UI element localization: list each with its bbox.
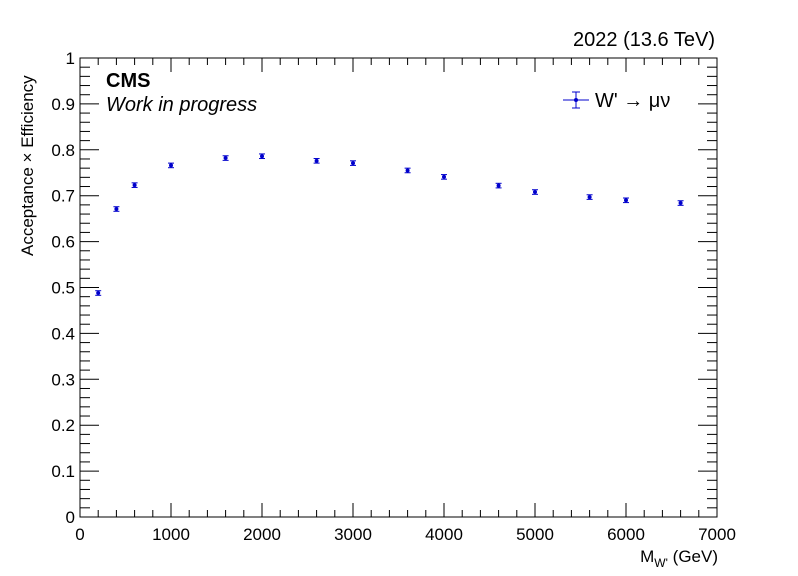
data-point — [677, 200, 684, 206]
y-tick-label: 0.6 — [51, 233, 75, 252]
legend-label: W' → μν — [595, 90, 670, 112]
legend: W' → μν — [563, 90, 670, 112]
data-point — [168, 162, 174, 169]
x-tick-label: 4000 — [425, 525, 463, 544]
data-marker — [678, 201, 683, 206]
data-marker — [132, 183, 137, 188]
x-tick-label: 5000 — [516, 525, 554, 544]
x-tick-label: 0 — [75, 525, 84, 544]
data-marker — [314, 158, 319, 163]
x-tick-label: 7000 — [698, 525, 736, 544]
x-axis-title-sub: W' — [654, 556, 668, 570]
data-point — [623, 197, 629, 204]
data-point — [259, 153, 265, 160]
data-marker — [223, 156, 228, 161]
lumi-label: 2022 (13.6 TeV) — [573, 29, 715, 51]
x-tick-label: 3000 — [334, 525, 372, 544]
experiment-label: CMS — [106, 70, 150, 92]
data-point — [313, 158, 320, 164]
data-marker — [624, 198, 628, 203]
x-axis-title-main: M — [640, 547, 654, 566]
data-marker — [169, 163, 173, 168]
data-series — [95, 153, 684, 296]
data-marker — [533, 190, 537, 195]
y-tick-label: 1 — [66, 49, 75, 68]
status-label: Work in progress — [106, 94, 257, 116]
axes: 0 1000 2000 3000 4000 5000 6000 7000 0 0.1 0.2 0.3 0… — [51, 49, 736, 544]
legend-marker-point — [574, 98, 578, 102]
plot-frame — [79, 57, 718, 518]
data-point — [441, 174, 447, 180]
y-tick-label: 0.2 — [51, 416, 75, 435]
y-tick-label: 0.5 — [51, 279, 75, 298]
data-marker — [442, 174, 446, 179]
x-tick-label: 1000 — [152, 525, 190, 544]
y-tick-label: 0.9 — [51, 95, 75, 114]
x-axis-title: MW' (GeV) — [640, 547, 718, 570]
data-point — [586, 194, 593, 200]
data-point — [404, 167, 411, 174]
data-point — [350, 160, 356, 166]
x-axis-title-unit: (GeV) — [673, 547, 718, 566]
data-point — [495, 182, 502, 189]
data-point — [113, 206, 120, 212]
y-tick-label: 0 — [66, 508, 75, 527]
data-point — [532, 189, 538, 195]
data-marker — [496, 183, 501, 188]
x-tick-label: 2000 — [243, 525, 281, 544]
data-marker — [114, 207, 119, 212]
y-tick-label: 0.7 — [51, 187, 75, 206]
data-marker — [260, 154, 264, 159]
x-tick-label: 6000 — [607, 525, 645, 544]
y-tick-label: 0.1 — [51, 462, 75, 481]
data-marker — [587, 195, 592, 200]
y-tick-label: 0.3 — [51, 370, 75, 389]
y-tick-label: 0.4 — [51, 324, 75, 343]
data-point — [131, 182, 138, 188]
data-point — [222, 155, 229, 161]
data-marker — [96, 291, 101, 296]
y-axis-title: Acceptance × Efficiency — [18, 75, 37, 256]
data-marker — [405, 168, 410, 173]
y-tick-label: 0.8 — [51, 141, 75, 160]
data-marker — [351, 161, 355, 166]
data-point — [95, 290, 102, 296]
